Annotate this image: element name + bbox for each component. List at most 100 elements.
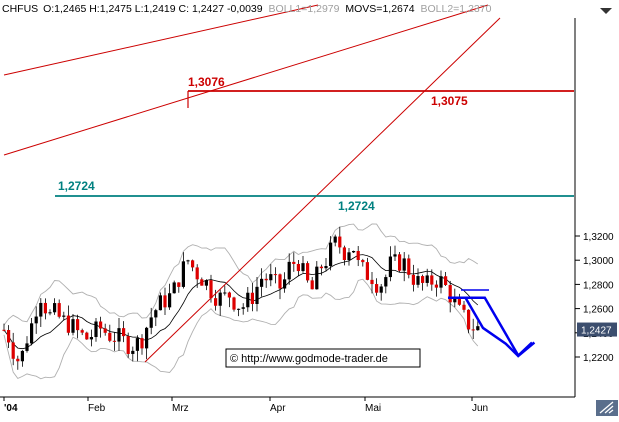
upper-band-line — [3, 223, 479, 326]
candle-body — [48, 312, 52, 314]
header-symbol: CHFUS — [2, 3, 38, 15]
candle-body — [278, 274, 282, 289]
candle-body — [301, 263, 305, 272]
axis-panel — [575, 18, 619, 397]
candle-body — [227, 292, 231, 298]
candle-body — [71, 319, 75, 333]
candle-body — [430, 275, 434, 285]
candle-body — [195, 267, 199, 280]
x-tick-label: Jun — [472, 403, 488, 414]
candle-body — [112, 340, 116, 342]
copyright-box — [225, 348, 421, 368]
level-label: 1,2724 — [338, 199, 375, 213]
y-tick-label: 1,2600 — [583, 305, 614, 316]
last-price-label: 1,2427 — [581, 326, 612, 337]
candle-body — [462, 304, 466, 310]
x-tick-label: '04 — [4, 403, 18, 414]
candle-body — [416, 276, 420, 285]
candle-body — [315, 266, 319, 290]
header-ohlc-values: O:1,2465 H:1,2475 L:1,2419 C: 1,2427 -0,… — [43, 3, 263, 15]
x-tick-label: Feb — [88, 403, 106, 414]
moving-average — [3, 254, 479, 350]
candle-body — [375, 284, 379, 293]
candle-body — [20, 350, 24, 362]
scroll-down-icon[interactable] — [600, 8, 612, 14]
trendline-upper-outer — [3, 4, 319, 76]
candle-body — [402, 258, 406, 271]
candle-body — [457, 298, 461, 305]
candle-body — [453, 298, 457, 303]
candle-body — [223, 292, 227, 294]
candle-body — [292, 261, 296, 264]
y-axis: 1,22001,24001,26001,28001,30001,32001,24… — [574, 18, 619, 397]
candle-body — [80, 330, 84, 333]
x-tick-label: Mai — [365, 403, 381, 414]
candle-body — [34, 316, 38, 324]
candle-body — [255, 286, 259, 304]
candle-body — [310, 280, 314, 290]
candle-body — [232, 297, 236, 310]
candle-body — [421, 276, 425, 283]
candle-body — [149, 317, 153, 328]
candle-body — [94, 321, 98, 338]
x-tick-label: Apr — [270, 403, 286, 414]
overlays: 1,3076 1,3075 1,2724 1,2724 — [3, 4, 574, 363]
candle-body — [439, 276, 443, 288]
candle-body — [131, 350, 135, 354]
level-label: 1,3076 — [188, 75, 225, 89]
candle-body — [329, 242, 333, 267]
candle-body — [283, 279, 287, 289]
y-tick-label: 1,2800 — [583, 280, 614, 291]
candle-body — [154, 310, 158, 318]
copyright-text: © http://www.godmode-trader.de — [230, 353, 388, 365]
candle-body — [145, 327, 149, 349]
resize-icon[interactable] — [596, 400, 618, 416]
candles — [2, 226, 480, 370]
candle-body — [39, 302, 43, 317]
forecast-path-secondary — [449, 296, 536, 358]
candle-body — [163, 295, 167, 308]
candle-body — [384, 277, 388, 287]
level-label: 1,2724 — [58, 179, 95, 193]
candle-body — [260, 278, 264, 287]
header-ohlc: CHFUS O:1,2465 H:1,2475 L:1,2419 C: 1,24… — [2, 3, 492, 15]
candle-body — [218, 292, 222, 306]
candle-body — [108, 332, 112, 341]
trendline-lower — [144, 17, 501, 363]
resize-grip — [599, 401, 614, 414]
moving-average-line — [3, 254, 479, 350]
candle-body — [237, 308, 241, 310]
last-price-box — [577, 322, 617, 337]
candle-body — [168, 293, 172, 308]
candle-body — [172, 282, 176, 294]
candle-body — [16, 358, 20, 362]
candle-body — [370, 279, 374, 285]
candle-body — [365, 262, 369, 280]
candle-body — [89, 337, 93, 340]
candle-body — [407, 258, 411, 275]
header-movs: MOVS=1,2674 — [345, 3, 414, 15]
header-boll2: BOLL2=1,2370 — [420, 3, 491, 15]
candle-body — [158, 295, 162, 311]
candle-body — [209, 280, 213, 299]
candle-body — [338, 236, 342, 248]
candle-body — [186, 260, 190, 262]
candle-body — [379, 286, 383, 293]
candle-body — [76, 319, 80, 331]
candle-body — [99, 321, 103, 329]
candle-body — [324, 266, 328, 269]
candle-body — [53, 303, 57, 313]
candle-body — [85, 332, 89, 340]
candle-body — [333, 236, 337, 243]
candle-body — [177, 282, 181, 287]
candle-body — [425, 275, 429, 283]
candle-body — [135, 338, 139, 351]
candle-body — [30, 323, 34, 344]
candle-body — [393, 254, 397, 257]
candle-body — [126, 336, 130, 354]
candle-body — [66, 315, 70, 333]
candle-body — [448, 285, 452, 303]
candle-body — [269, 274, 273, 281]
candle-body — [7, 329, 11, 343]
